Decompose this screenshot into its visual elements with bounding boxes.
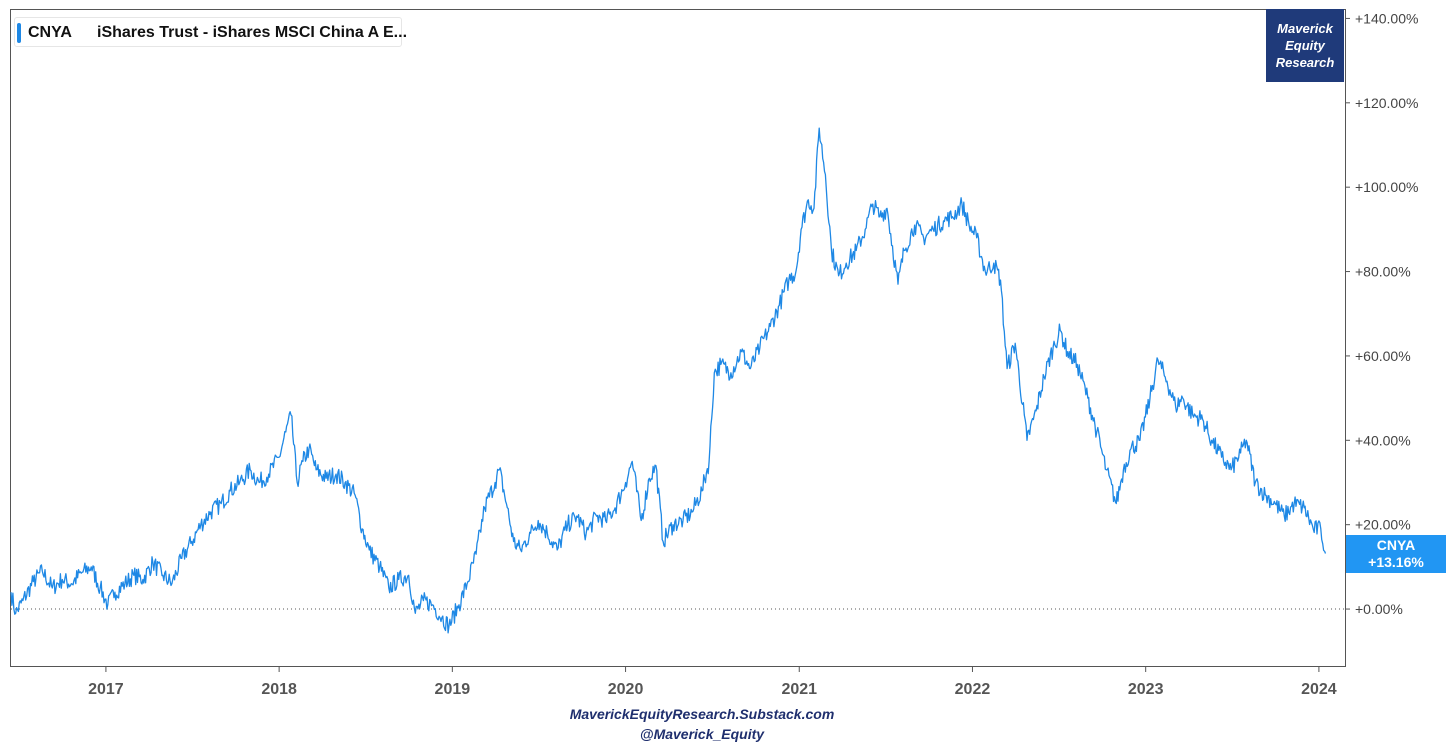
x-tick-label: 2019 [435,681,471,698]
x-axis: 2017 2018 2019 2020 2021 2022 2023 2024 [88,666,1337,698]
y-tick-label: +120.00% [1355,95,1418,111]
y-axis: +0.00% +20.00% +40.00% +60.00% +80.00% +100.0… [1345,10,1418,617]
legend-symbol: CNYA [28,24,72,41]
y-tick-label: +20.00% [1355,517,1411,533]
last-value-label: +13.16% [1368,554,1424,570]
footer-site: MaverickEquityResearch.Substack.com [569,706,835,722]
last-value-symbol: CNYA [1376,537,1416,553]
legend[interactable]: CNYA iShares Trust - iShares MSCI China … [14,17,407,47]
legend-color-marker [17,23,21,43]
y-tick-label: +80.00% [1355,264,1411,280]
y-tick-label: +60.00% [1355,348,1411,364]
x-tick-label: 2023 [1128,681,1164,698]
x-tick-label: 2022 [955,681,991,698]
footer-handle: @Maverick_Equity [639,726,765,742]
brand-line-1: Maverick [1277,21,1333,36]
x-tick-label: 2020 [608,681,644,698]
y-tick-label: +0.00% [1355,601,1403,617]
x-tick-label: 2017 [88,681,124,698]
brand-watermark: Maverick Equity Research [1266,9,1344,82]
legend-series-name: iShares Trust - iShares MSCI China A E..… [97,24,408,41]
y-tick-label: +100.00% [1355,179,1418,195]
x-tick-label: 2024 [1301,681,1337,698]
series-line-cnya [10,127,1327,634]
brand-line-2: Equity [1285,38,1325,53]
brand-line-3: Research [1275,55,1335,70]
x-tick-label: 2018 [261,681,297,698]
plot-area-frame [10,9,1346,667]
y-tick-label: +140.00% [1355,10,1418,26]
y-tick-label: +40.00% [1355,432,1411,448]
x-tick-label: 2021 [781,681,817,698]
last-value-tag: CNYA +13.16% [1346,535,1446,573]
